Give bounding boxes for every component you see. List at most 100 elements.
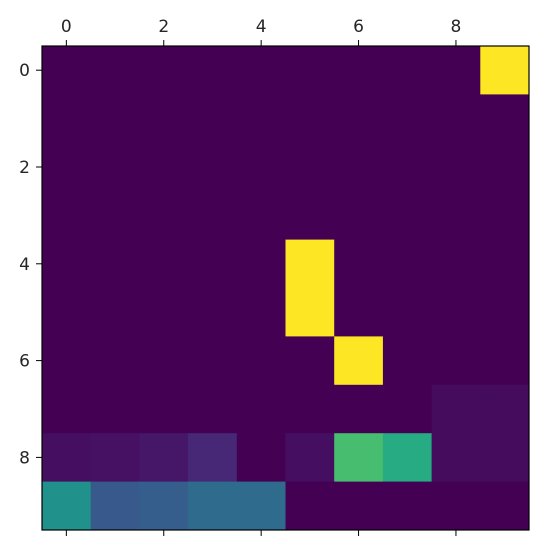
heatmap-cell: [42, 142, 92, 192]
heatmap-cell: [188, 142, 238, 192]
heatmap-cell: [431, 384, 481, 434]
heatmap-cell: [42, 46, 92, 95]
heatmap-cell: [236, 384, 286, 434]
heatmap-cell: [236, 94, 286, 144]
heatmap-cell: [188, 433, 238, 483]
heatmap-cell: [90, 142, 140, 192]
heatmap-cell: [480, 239, 530, 289]
heatmap-cell: [480, 142, 530, 192]
heatmap-cell: [480, 433, 530, 483]
heatmap-cell: [188, 239, 238, 289]
y-tick-label: 4: [19, 255, 30, 275]
heatmap-cell: [382, 481, 433, 531]
heatmap-cell: [188, 94, 238, 144]
heatmap-cell: [431, 239, 481, 289]
heatmap-cell: [139, 239, 189, 289]
heatmap-cells: [42, 46, 530, 531]
heatmap-cell: [431, 191, 481, 241]
heatmap-cell: [188, 288, 238, 337]
heatmap-cell: [382, 336, 433, 386]
heatmap-cell: [431, 481, 481, 531]
heatmap-cell: [42, 481, 92, 531]
heatmap-cell: [285, 481, 335, 531]
heatmap-cell: [431, 288, 481, 337]
heatmap-cell: [382, 191, 433, 241]
heatmap-cell: [42, 384, 92, 434]
heatmap-cell: [90, 288, 140, 337]
heatmap-cell: [285, 142, 335, 192]
heatmap-cell: [334, 191, 384, 241]
heatmap-cell: [236, 481, 286, 531]
heatmap-cell: [480, 384, 530, 434]
heatmap-cell: [90, 46, 140, 95]
heatmap-cell: [139, 142, 189, 192]
heatmap-cell: [334, 433, 384, 483]
heatmap-cell: [334, 239, 384, 289]
heatmap-cell: [480, 94, 530, 144]
heatmap-cell: [334, 142, 384, 192]
x-tick-label: 4: [256, 17, 267, 37]
heatmap-cell: [139, 481, 189, 531]
heatmap-cell: [139, 191, 189, 241]
heatmap-cell: [285, 94, 335, 144]
heatmap-cell: [236, 239, 286, 289]
heatmap-cell: [90, 433, 140, 483]
heatmap-cell: [431, 94, 481, 144]
heatmap-cell: [382, 46, 433, 95]
heatmap-cell: [431, 336, 481, 386]
y-tick-label: 6: [19, 352, 30, 372]
heatmap-cell: [334, 94, 384, 144]
heatmap-cell: [42, 336, 92, 386]
y-axis-ticks: 0 2 4 6 8: [19, 61, 42, 468]
heatmap-cell: [139, 384, 189, 434]
heatmap-cell: [285, 384, 335, 434]
heatmap-cell: [480, 46, 530, 95]
y-tick-label: 8: [19, 448, 30, 468]
heatmap-cell: [334, 288, 384, 337]
heatmap-cell: [431, 142, 481, 192]
heatmap-cell: [139, 94, 189, 144]
heatmap-cell: [90, 94, 140, 144]
heatmap-cell: [188, 46, 238, 95]
x-tick-label: 8: [451, 17, 462, 37]
x-tick-label: 6: [353, 17, 364, 37]
heatmap-cell: [334, 481, 384, 531]
heatmap-cell: [42, 239, 92, 289]
heatmap-cell: [90, 384, 140, 434]
heatmap-cell: [285, 433, 335, 483]
heatmap-cell: [480, 288, 530, 337]
heatmap-cell: [285, 46, 335, 95]
heatmap-cell: [382, 94, 433, 144]
heatmap-cell: [139, 46, 189, 95]
heatmap-cell: [236, 433, 286, 483]
heatmap-cell: [382, 288, 433, 337]
heatmap-cell: [334, 384, 384, 434]
y-tick-label: 2: [19, 158, 30, 178]
heatmap-cell: [431, 433, 481, 483]
x-tick-label: 2: [158, 17, 169, 37]
heatmap-cell: [139, 288, 189, 337]
x-tick-label: 0: [61, 17, 72, 37]
heatmap-cell: [236, 191, 286, 241]
heatmap-cell: [90, 239, 140, 289]
heatmap-cell: [236, 336, 286, 386]
heatmap-cell: [139, 433, 189, 483]
heatmap-cell: [382, 142, 433, 192]
heatmap-cell: [382, 433, 433, 483]
heatmap-cell: [285, 239, 335, 289]
heatmap-cell: [188, 384, 238, 434]
heatmap-cell: [334, 46, 384, 95]
heatmap-cell: [285, 288, 335, 337]
heatmap-cell: [42, 288, 92, 337]
heatmap-cell: [139, 336, 189, 386]
heatmap-cell: [188, 191, 238, 241]
heatmap-cell: [90, 336, 140, 386]
heatmap-cell: [480, 336, 530, 386]
heatmap-cell: [285, 336, 335, 386]
heatmap-cell: [285, 191, 335, 241]
heatmap-cell: [382, 239, 433, 289]
heatmap-cell: [382, 384, 433, 434]
heatmap-cell: [188, 336, 238, 386]
heatmap-cell: [480, 481, 530, 531]
